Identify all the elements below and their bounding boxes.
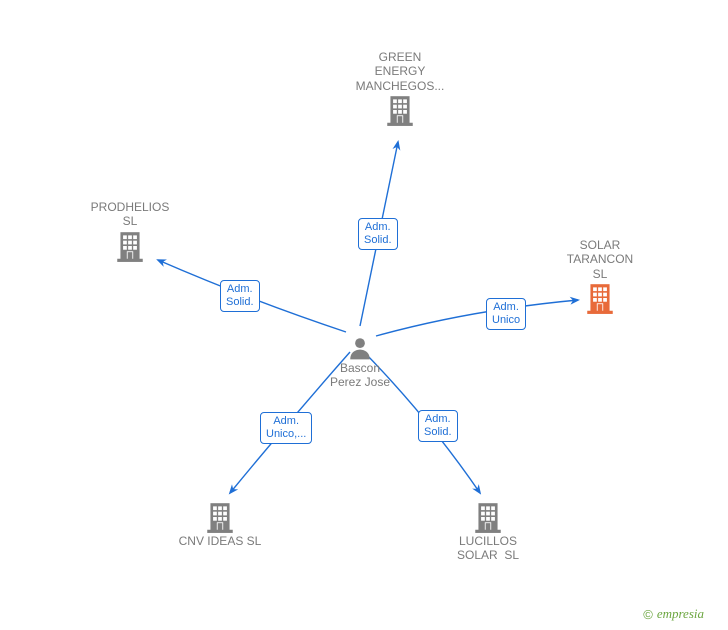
node-lucillos-solar[interactable]: LUCILLOS SOLAR SL — [433, 500, 543, 563]
edge-label-cnv-ideas: Adm. Unico,... — [260, 412, 312, 444]
diagram-canvas: Bascon Perez Jose GREEN ENERGY MANCHEGOS.… — [0, 0, 728, 630]
building-icon — [345, 93, 455, 127]
copyright-symbol: © — [643, 607, 653, 622]
building-icon — [545, 281, 655, 315]
node-person-center[interactable]: Bascon Perez Jose — [320, 335, 400, 390]
node-label: LUCILLOS SOLAR SL — [433, 534, 543, 563]
node-label: CNV IDEAS SL — [165, 534, 275, 548]
node-cnv-ideas[interactable]: CNV IDEAS SL — [165, 500, 275, 548]
building-icon — [75, 229, 185, 263]
node-label: GREEN ENERGY MANCHEGOS... — [345, 50, 455, 93]
node-label: PRODHELIOS SL — [75, 200, 185, 229]
building-icon — [165, 500, 275, 534]
node-label: Bascon Perez Jose — [320, 361, 400, 390]
edge-label-lucillos-solar: Adm. Solid. — [418, 410, 458, 442]
edge-label-solar-tarancon: Adm. Unico — [486, 298, 526, 330]
edge-label-green-energy: Adm. Solid. — [358, 218, 398, 250]
node-prodhelios[interactable]: PRODHELIOS SL — [75, 200, 185, 263]
node-label: SOLAR TARANCON SL — [545, 238, 655, 281]
building-icon — [433, 500, 543, 534]
edge-label-prodhelios: Adm. Solid. — [220, 280, 260, 312]
footer-brand: empresia — [657, 606, 704, 622]
node-solar-tarancon[interactable]: SOLAR TARANCON SL — [545, 238, 655, 315]
node-green-energy[interactable]: GREEN ENERGY MANCHEGOS... — [345, 50, 455, 127]
footer-attribution: © empresia — [643, 606, 704, 622]
